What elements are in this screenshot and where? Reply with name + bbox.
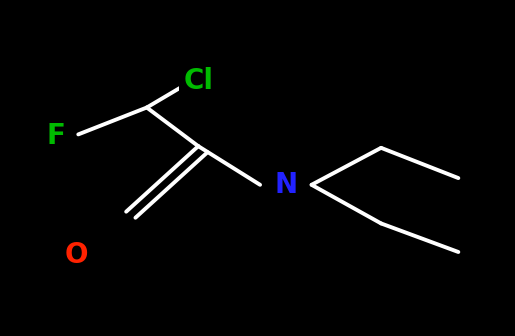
Text: N: N	[274, 171, 297, 199]
Text: Cl: Cl	[183, 67, 213, 95]
Text: O: O	[64, 241, 88, 269]
Text: F: F	[46, 122, 65, 150]
